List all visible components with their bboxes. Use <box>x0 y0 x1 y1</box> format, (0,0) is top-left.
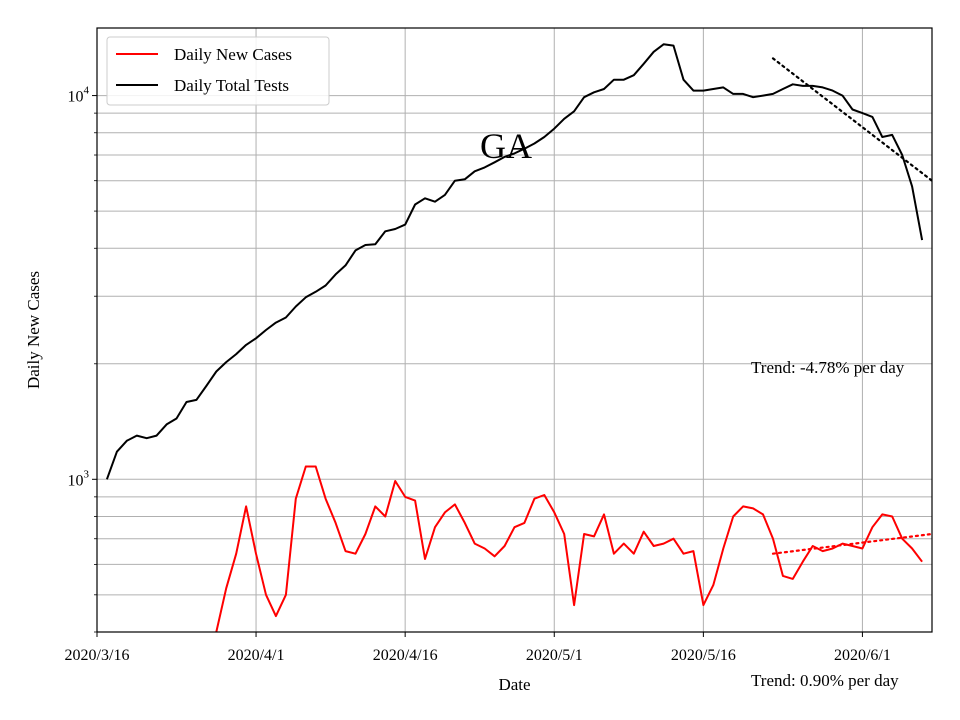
state-label: GA <box>480 126 532 166</box>
y-tick-label: 103 <box>68 468 90 489</box>
series-layer <box>105 43 932 632</box>
x-tick-label: 2020/5/16 <box>671 647 736 664</box>
series-line-3 <box>771 532 932 555</box>
x-axis-title: Date <box>498 675 530 694</box>
legend-label-daily-total-tests: Daily Total Tests <box>174 76 289 95</box>
legend: Daily New Cases Daily Total Tests <box>106 36 330 106</box>
plot-frame <box>96 27 933 633</box>
grid-minor <box>97 112 932 633</box>
x-tick-label: 2020/4/1 <box>228 647 285 664</box>
trend-label-tests: Trend: -4.78% per day <box>751 358 905 377</box>
y-axis-ticks: 103 104 <box>68 85 97 633</box>
x-tick-label: 2020/3/16 <box>65 647 130 664</box>
y-axis-title: Daily New Cases <box>24 271 43 389</box>
x-tick-label: 2020/4/16 <box>373 647 438 664</box>
legend-label-daily-new-cases: Daily New Cases <box>174 45 292 64</box>
x-tick-label: 2020/5/1 <box>526 647 583 664</box>
x-tick-label: 2020/6/1 <box>834 647 891 664</box>
trend-label-cases: Trend: 0.90% per day <box>751 671 899 690</box>
series-line-0 <box>215 465 923 632</box>
legend-box <box>106 36 330 106</box>
series-line-2 <box>771 57 932 182</box>
x-axis-ticks: 2020/3/16 2020/4/1 2020/4/16 2020/5/1 2020/5… <box>65 632 891 664</box>
y-tick-label: 104 <box>68 85 90 106</box>
series-line-1 <box>105 43 924 480</box>
